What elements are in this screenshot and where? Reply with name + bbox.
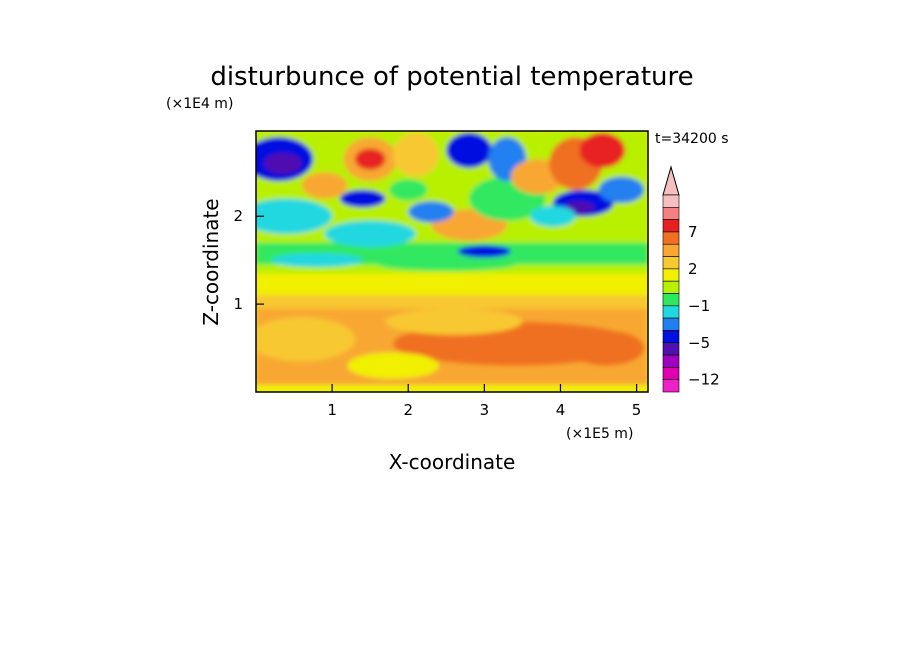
field-blobs <box>256 131 648 392</box>
x-tick-label: 2 <box>403 401 413 419</box>
colorbar-swatch <box>662 379 680 393</box>
field-blob <box>301 172 348 199</box>
field-blob <box>408 271 561 293</box>
x-tick-label: 5 <box>632 401 642 419</box>
colorbar-swatch <box>662 219 680 233</box>
colorbar-swatch <box>662 256 680 270</box>
plot-frame <box>255 130 649 393</box>
y-axis: 12 <box>233 207 264 313</box>
x-unit-label: (×1E5 m) <box>566 426 633 442</box>
field-plot <box>256 131 648 392</box>
x-tick-label: 1 <box>327 401 337 419</box>
field-blob <box>530 205 576 227</box>
field-blob <box>339 189 386 208</box>
field-blob <box>568 330 645 366</box>
y-axis-label: Z-coordinate <box>199 198 223 325</box>
x-tick-label: 4 <box>556 401 566 419</box>
y-unit-label: (×1E4 m) <box>166 96 233 112</box>
y-tick-label: 1 <box>233 295 243 313</box>
field-blob <box>457 245 511 258</box>
field-blob <box>385 308 523 335</box>
colorbar-label: 2 <box>688 260 698 278</box>
field-blob <box>377 258 515 271</box>
colorbar-extend-arrow <box>662 165 680 196</box>
x-tick-label: 3 <box>480 401 490 419</box>
colorbar-swatch <box>662 367 680 380</box>
colorbar: 7 2 −1 −5 −12 <box>662 165 720 393</box>
colorbar-swatch <box>662 330 680 344</box>
colorbar-swatch <box>662 231 680 245</box>
colorbar-swatch <box>662 280 680 294</box>
field-blob <box>393 132 439 177</box>
field-blob <box>347 352 439 379</box>
colorbar-swatch <box>662 293 680 307</box>
x-axis: 1 2 3 4 5 <box>327 384 641 419</box>
field-blob <box>408 201 454 223</box>
colorbar-swatch <box>662 354 680 368</box>
field-blob <box>324 220 416 247</box>
colorbar-swatch <box>662 317 680 331</box>
colorbar-swatch <box>662 207 680 220</box>
colorbar-label: 7 <box>688 223 698 241</box>
colorbar-swatch <box>662 268 680 282</box>
field-blob <box>389 179 428 201</box>
field-blob <box>256 198 333 234</box>
field-blob <box>446 132 492 168</box>
field-blob <box>256 317 355 362</box>
x-axis-label: X-coordinate <box>389 450 516 474</box>
colorbar-swatch <box>662 194 680 208</box>
y-tick-label: 2 <box>233 207 243 225</box>
colorbar-label: −5 <box>688 334 710 352</box>
field-blob <box>579 132 626 168</box>
field-blob <box>598 176 645 204</box>
field-blob <box>271 253 363 268</box>
colorbar-label: −1 <box>688 297 710 315</box>
field-blob <box>263 152 302 175</box>
time-label: t=34200 s <box>655 131 729 147</box>
colorbar-swatch <box>662 243 680 257</box>
chart-title: disturbunce of potential temperature <box>210 62 693 92</box>
colorbar-label: −12 <box>688 371 720 389</box>
colorbar-swatch <box>662 342 680 356</box>
field-band <box>256 384 648 392</box>
field-blob <box>354 148 386 170</box>
colorbar-swatch <box>662 305 680 319</box>
